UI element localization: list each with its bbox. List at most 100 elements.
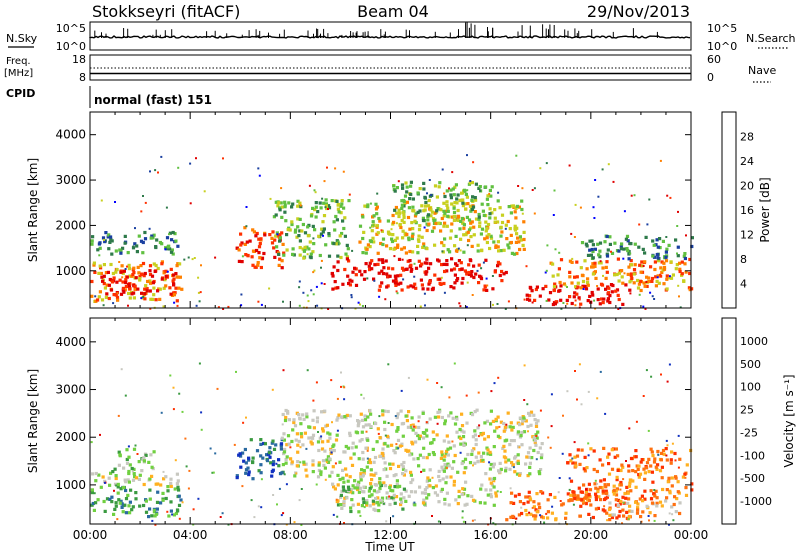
vel-cell <box>610 515 614 520</box>
power-cell <box>458 268 462 272</box>
vel-cell <box>504 466 508 470</box>
vel-cell <box>343 522 345 524</box>
vel-cell <box>336 416 340 420</box>
vel-cell <box>407 376 410 379</box>
power-cell <box>630 194 633 197</box>
power-cell <box>551 262 555 266</box>
vel-cell <box>479 487 483 491</box>
power-cell <box>98 254 101 257</box>
xtick-label: 08:00 <box>273 528 308 542</box>
power-cell <box>160 260 164 264</box>
power-cell <box>336 254 340 258</box>
power-cell <box>176 304 179 307</box>
vel-cell <box>489 492 493 497</box>
vel-cell <box>603 505 606 508</box>
vel-cell <box>481 431 485 435</box>
vel-cell <box>392 515 395 518</box>
vel-cell <box>290 439 294 444</box>
power-cell <box>420 235 424 239</box>
power-cell <box>354 273 358 277</box>
xtick-label: 16:00 <box>473 528 508 542</box>
power-cell <box>359 303 361 306</box>
power-cell <box>243 226 247 230</box>
power-cell <box>615 272 619 277</box>
vel-cell <box>192 508 195 511</box>
power-cell <box>278 206 282 210</box>
power-cell <box>484 258 488 262</box>
power-cell <box>276 204 280 208</box>
vel-cell <box>683 472 687 476</box>
power-cell <box>409 284 413 288</box>
power-cell <box>166 245 170 249</box>
power-cell <box>103 286 107 290</box>
power-cell <box>466 189 469 192</box>
power-cell <box>257 251 261 255</box>
vel-cell <box>650 470 654 474</box>
vel-cell <box>634 485 638 489</box>
power-cell <box>433 184 438 188</box>
beam-title: Beam 04 <box>357 2 429 21</box>
power-cell <box>321 197 324 200</box>
power-cell <box>108 277 112 282</box>
power-cell <box>485 277 488 280</box>
vel-cell <box>511 514 515 518</box>
vel-cell <box>247 473 251 477</box>
vel-cell <box>654 465 658 469</box>
vel-cell <box>340 371 342 374</box>
vel-cell <box>368 504 372 508</box>
power-cell <box>642 305 645 308</box>
vel-cell <box>298 416 302 420</box>
vel-cell <box>440 386 443 389</box>
power-cell <box>627 257 631 261</box>
power-cell <box>248 239 252 243</box>
vel-cell <box>439 489 443 493</box>
power-cell <box>459 219 463 223</box>
vel-cell <box>471 498 476 502</box>
power-cell <box>109 288 114 292</box>
power-cell <box>604 276 608 280</box>
vel-cell <box>444 481 448 485</box>
vel-cell <box>569 459 573 463</box>
power-cell <box>678 261 682 265</box>
power-cell <box>402 278 405 281</box>
power-cell <box>278 236 282 240</box>
vel-cell <box>549 446 552 449</box>
vel-cell <box>397 464 401 468</box>
power-cell <box>280 259 284 263</box>
power-cell <box>333 228 337 232</box>
power-cell <box>145 289 149 293</box>
power-cell <box>644 307 647 310</box>
vel-cell <box>117 498 121 502</box>
power-cell <box>450 222 454 226</box>
power-cell <box>357 301 360 304</box>
power-cell <box>430 194 433 196</box>
power-cell <box>478 224 482 229</box>
vel-cell <box>367 494 372 498</box>
power-cell <box>149 297 153 301</box>
power-cell <box>652 255 657 259</box>
vel-cell <box>608 501 612 505</box>
power-cell <box>354 283 359 287</box>
vel-cell <box>461 487 465 491</box>
power-cell <box>531 189 534 191</box>
power-cell <box>411 197 415 201</box>
power-cell <box>143 287 147 291</box>
vel-cell <box>559 500 562 502</box>
power-cell <box>399 225 403 230</box>
power-cell <box>414 266 419 270</box>
power-cell <box>500 269 504 274</box>
vel-cell <box>483 501 487 505</box>
power-cell <box>306 294 309 297</box>
vel-cell <box>456 470 460 474</box>
vel-cell <box>453 453 457 458</box>
vel-cell <box>425 434 429 438</box>
vel-cell <box>334 438 339 442</box>
power-cell <box>380 229 383 232</box>
vel-cell <box>142 459 146 463</box>
power-cell <box>287 201 291 205</box>
power-cell <box>651 239 655 243</box>
power-cell <box>124 280 128 285</box>
vel-cell <box>655 496 659 500</box>
vel-cell <box>344 467 348 471</box>
vel-cell <box>477 391 480 394</box>
